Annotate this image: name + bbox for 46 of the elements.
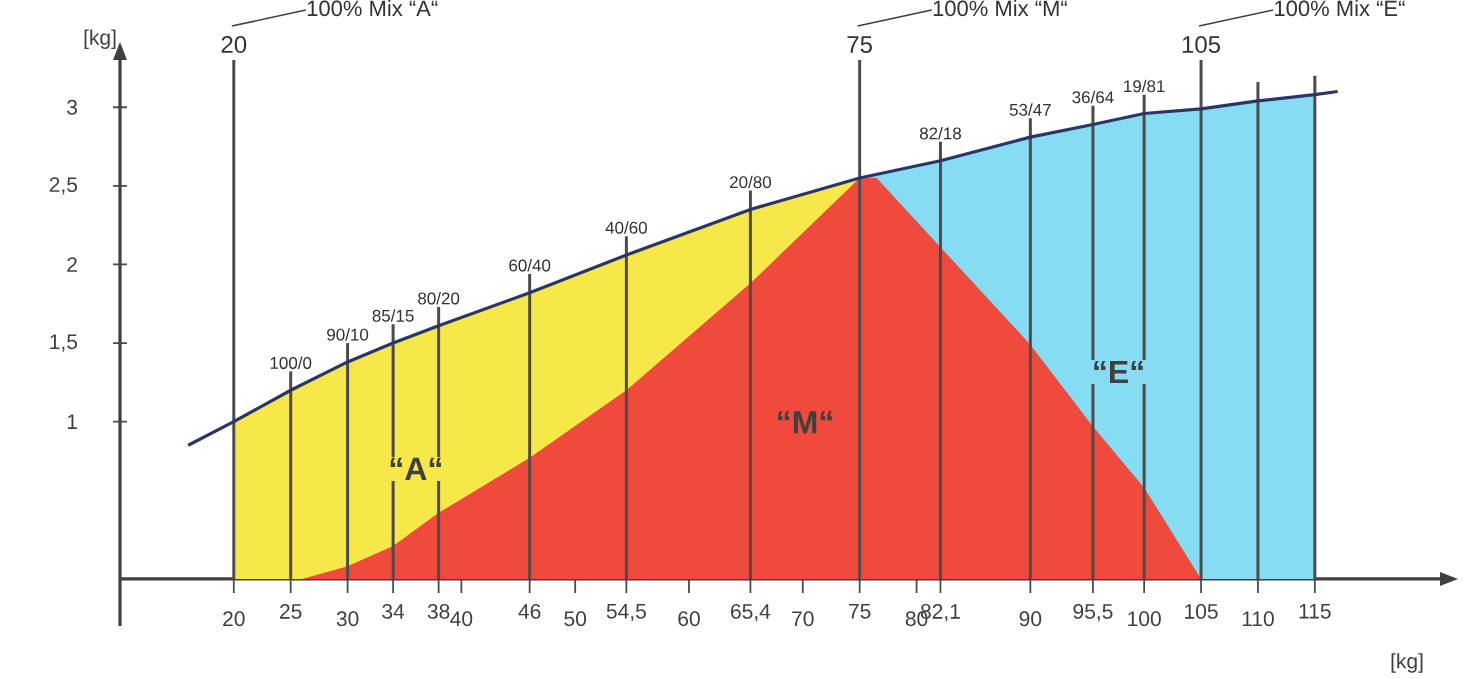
x2-tick-label: 75 xyxy=(847,36,872,53)
annotation: 19/81 xyxy=(1124,79,1165,93)
text: 100% Mix “A“ xyxy=(307,0,438,16)
x-tick-label: 100 xyxy=(1128,611,1161,626)
x-tick-label: 95,5 xyxy=(1073,603,1113,622)
y-tick-label: 2 xyxy=(67,256,77,272)
series-label: “M“ xyxy=(778,410,832,434)
annotation: 20/80 xyxy=(730,175,772,188)
series-label: “E“ xyxy=(1094,360,1143,383)
x-tick-label: 50 xyxy=(564,611,587,626)
annotation: 90/10 xyxy=(327,327,369,341)
y-tick-label: 2,5 xyxy=(49,177,78,195)
text: 100% Mix “M“ xyxy=(933,0,1067,16)
x-tick-label: 20 xyxy=(223,611,245,626)
x-tick-label: 75 xyxy=(849,603,871,619)
x-tick-label: 115 xyxy=(1299,603,1331,619)
annotation: 85/15 xyxy=(372,309,414,322)
y-tick-label: 1 xyxy=(67,414,77,429)
x-tick-label: 38 xyxy=(427,603,450,619)
text: 100% Mix “E“ xyxy=(1275,0,1405,16)
x-tick-label: 34 xyxy=(382,603,405,619)
annotation: 100/0 xyxy=(270,356,312,369)
x-tick-label: 105 xyxy=(1185,603,1218,619)
x-tick-label: 54,5 xyxy=(606,603,646,621)
x-tick-label: 25 xyxy=(280,603,302,619)
x-tick-label: 46 xyxy=(518,603,541,619)
x-tick-label: 65,4 xyxy=(731,603,771,622)
series-label: “A“ xyxy=(390,457,442,480)
x-tick-label: 40 xyxy=(450,611,473,626)
annotation: 80/20 xyxy=(418,291,460,305)
x-tick-label: 60 xyxy=(678,611,700,626)
x-tick-label: 110 xyxy=(1242,611,1274,626)
x2-tick-label: 20 xyxy=(221,35,247,53)
x-axis-title: [kg] xyxy=(1391,652,1423,673)
annotation: 82/18 xyxy=(919,126,961,140)
x-tick-label: 30 xyxy=(336,611,359,626)
annotation: 60/40 xyxy=(509,258,551,272)
x2-tick-label: 105 xyxy=(1182,35,1221,53)
x-tick-label: 70 xyxy=(792,611,814,626)
annotation: 53/47 xyxy=(1009,103,1051,116)
y-tick-label: 3 xyxy=(67,99,78,115)
annotation: 40/60 xyxy=(605,221,647,234)
y-tick-label: 1,5 xyxy=(50,334,78,352)
y-axis-title: [kg] xyxy=(84,29,116,49)
annotation: 36/64 xyxy=(1072,90,1114,104)
x-tick-label: 90 xyxy=(1019,611,1042,626)
